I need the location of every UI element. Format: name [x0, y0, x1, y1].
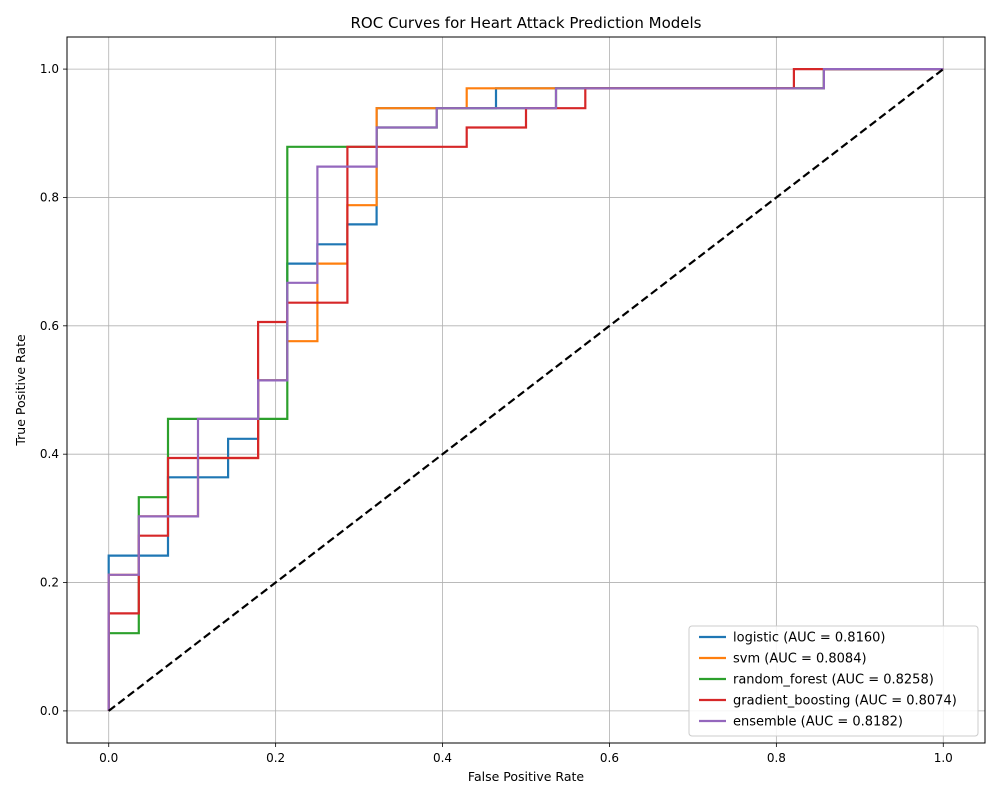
- x-tick-label: 0.4: [433, 751, 452, 765]
- y-tick-label: 1.0: [40, 62, 59, 76]
- x-tick-label: 1.0: [934, 751, 953, 765]
- y-tick-label: 0.4: [40, 447, 59, 461]
- y-tick-label: 0.8: [40, 190, 59, 204]
- legend-label: logistic (AUC = 0.8160): [733, 631, 885, 646]
- series-line: [107, 67, 944, 711]
- x-tick-label: 0.0: [99, 751, 118, 765]
- x-tick-label: 0.8: [767, 751, 786, 765]
- grid: [67, 37, 985, 743]
- series-line: [107, 67, 944, 711]
- x-tick-label: 0.6: [600, 751, 619, 765]
- reference-diagonal-line: [108, 68, 944, 712]
- x-tick-label: 0.2: [266, 751, 285, 765]
- y-axis-label: True Positive Rate: [13, 334, 28, 447]
- legend-box: [688, 625, 979, 737]
- legend-label: random_forest (AUC = 0.8258): [733, 673, 934, 688]
- plot-frame: [66, 36, 986, 744]
- legend-label: svm (AUC = 0.8084): [733, 652, 867, 667]
- legend: logistic (AUC = 0.8160) svm (AUC = 0.8084…: [688, 625, 979, 737]
- y-tick-label: 0.0: [40, 704, 59, 718]
- series-group: [107, 67, 944, 712]
- chart-title: ROC Curves for Heart Attack Prediction M…: [350, 14, 701, 32]
- legend-label: ensemble (AUC = 0.8182): [733, 715, 903, 730]
- y-tick-label: 0.6: [40, 319, 59, 333]
- y-tick-label: 0.2: [40, 576, 59, 590]
- x-axis-label: False Positive Rate: [468, 769, 584, 784]
- legend-label: gradient_boosting (AUC = 0.8074): [733, 694, 957, 709]
- ticks: 0.0 0.2 0.4 0.6 0.8 1.0 0.0 0.2 0.4 0.6 0.8 1.0: [40, 62, 953, 765]
